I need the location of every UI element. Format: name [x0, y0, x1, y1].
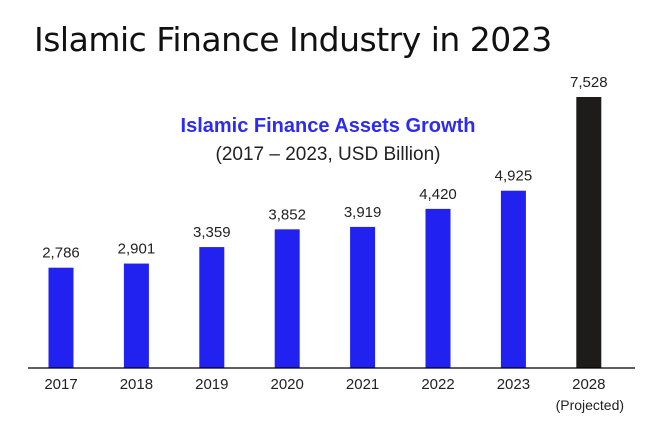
value-label-2019: 3,359 [193, 224, 231, 241]
bar-2022 [425, 208, 451, 368]
tick-label-2022: 2022 [421, 376, 454, 393]
tick-label-2028: 2028 [572, 376, 605, 393]
value-label-2018: 2,901 [118, 241, 156, 258]
tick-label-2020: 2020 [271, 376, 304, 393]
value-label-2017: 2,786 [42, 245, 80, 262]
tick-sublabel-2028: (Projected) [556, 397, 624, 413]
tick-label-2018: 2018 [120, 376, 153, 393]
value-label-2023: 4,925 [495, 168, 533, 185]
tick-label-2021: 2021 [346, 376, 379, 393]
value-label-2022: 4,420 [419, 186, 457, 203]
bar-2018 [123, 263, 149, 368]
bar-2021 [350, 226, 376, 368]
chart-subtitle: (2017 – 2023, USD Billion) [215, 144, 441, 165]
page-title: Islamic Finance Industry in 2023 [34, 20, 552, 59]
chart-title: Islamic Finance Assets Growth [180, 115, 476, 137]
value-label-2020: 3,852 [268, 206, 306, 223]
tick-label-2019: 2019 [195, 376, 228, 393]
value-label-2021: 3,919 [344, 204, 382, 221]
value-label-2028: 7,528 [570, 74, 608, 91]
bar-2028 [576, 96, 602, 368]
bar-2023 [500, 190, 526, 368]
bar-2020 [274, 229, 300, 368]
bar-2017 [48, 267, 74, 368]
bar-2019 [199, 247, 225, 368]
tick-label-2017: 2017 [44, 376, 77, 393]
tick-label-2023: 2023 [497, 376, 530, 393]
